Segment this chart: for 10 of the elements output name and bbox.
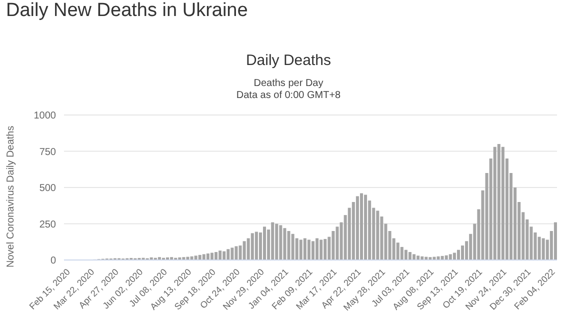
text: Deaths per Day [252, 78, 324, 89]
text: Data as of 0:00 GMT+8 [235, 90, 342, 101]
chart-title: Daily New Deaths in Ukraine [6, 0, 248, 22]
y-tick-label: 1000 [34, 110, 56, 122]
y-tick-label: 0 [50, 256, 56, 267]
y-tick-label: 250 [39, 219, 56, 230]
y-tick-label: 750 [39, 146, 56, 158]
chart-subtitle: Daily Deaths [244, 52, 332, 69]
y-tick-label: 500 [39, 183, 56, 194]
y-axis-title: Novel Coronavirus Daily Deaths [6, 126, 17, 268]
